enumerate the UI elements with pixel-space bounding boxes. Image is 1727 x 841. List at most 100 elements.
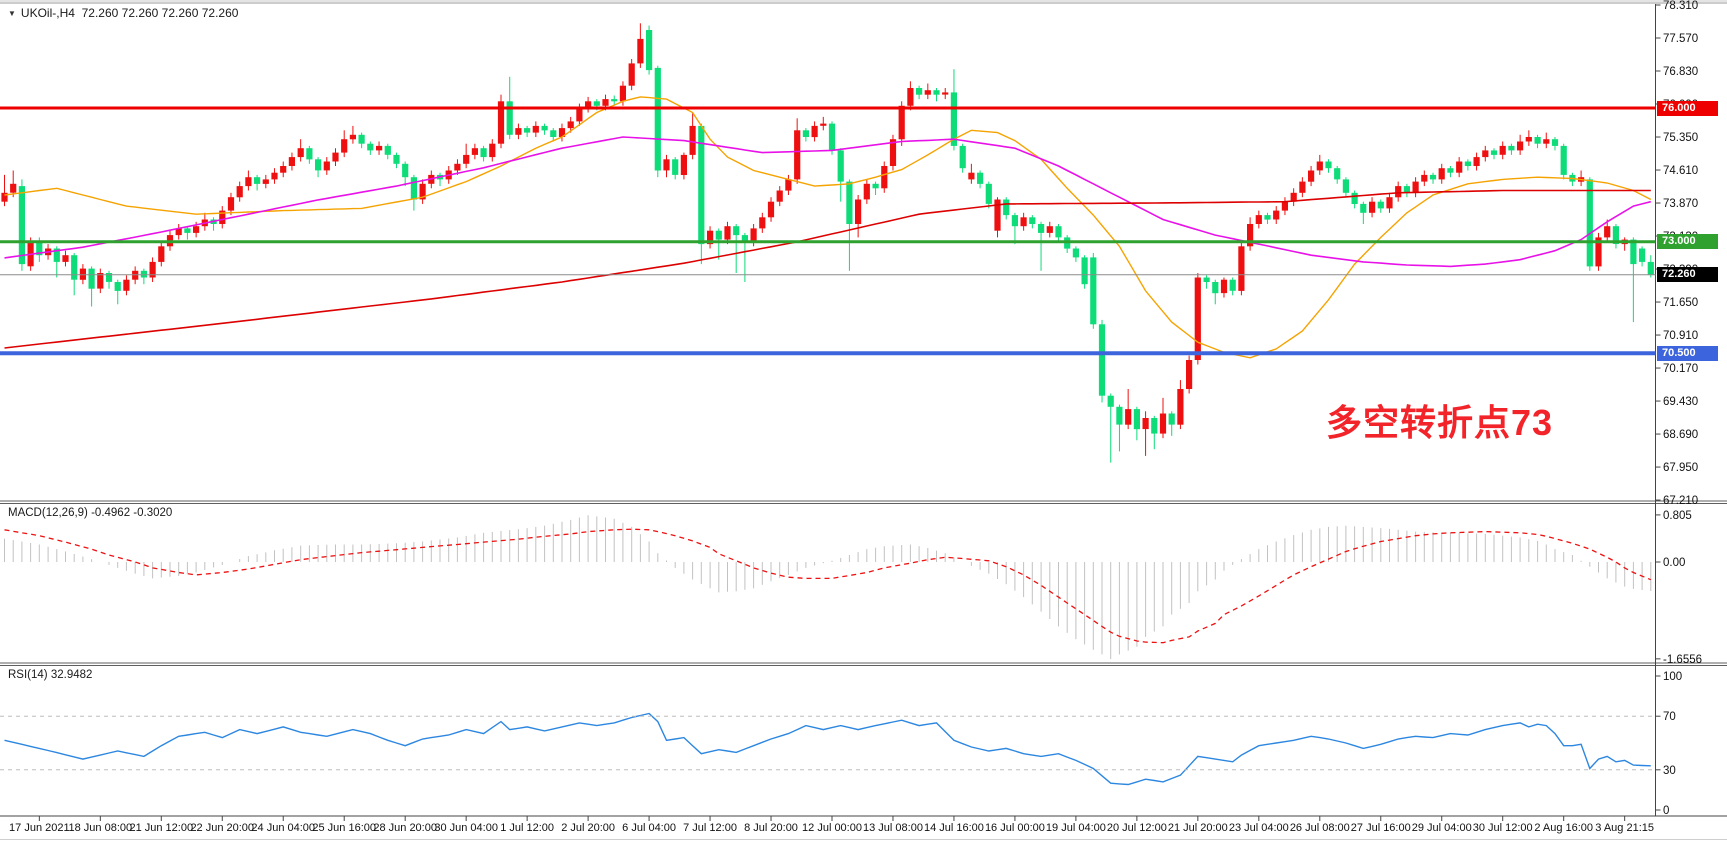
candle — [1334, 168, 1341, 180]
candle — [1473, 157, 1480, 166]
date-axis-label: 23 Jul 04:00 — [1229, 822, 1289, 834]
date-axis-label: 26 Jul 08:00 — [1290, 822, 1350, 834]
quote-values: 72.260 72.260 72.260 72.260 — [81, 6, 239, 20]
candle — [297, 148, 304, 158]
candle — [916, 88, 923, 95]
candle — [1316, 161, 1323, 171]
candle — [1159, 413, 1167, 434]
candle — [785, 179, 792, 191]
candle — [698, 125, 705, 245]
candle — [707, 230, 714, 245]
macd-panel[interactable] — [4, 515, 1652, 660]
candle — [898, 105, 905, 140]
ma-slow-red — [4, 189, 1651, 349]
candle — [1116, 406, 1123, 425]
candle — [1003, 199, 1010, 216]
main-price-panel[interactable] — [1, 23, 1654, 463]
candle — [654, 67, 661, 171]
rsi-axis-label: 0 — [1663, 805, 1669, 817]
candle — [480, 148, 487, 158]
candle — [741, 235, 748, 242]
candle — [863, 183, 870, 200]
candle — [820, 123, 827, 126]
macd-indicator-label: MACD(12,26,9) -0.4962 -0.3020 — [8, 507, 173, 519]
candle — [497, 101, 505, 144]
candle — [1255, 215, 1262, 224]
candle — [750, 228, 757, 242]
date-axis-label: 6 Jul 04:00 — [622, 822, 676, 834]
macd-values: -0.4962 -0.3020 — [91, 507, 173, 519]
candle — [767, 201, 775, 218]
candle — [1011, 215, 1018, 227]
candle — [410, 177, 417, 200]
date-axis-label: 19 Jul 04:00 — [1046, 822, 1106, 834]
candle — [384, 145, 391, 155]
candle — [977, 172, 984, 184]
candle — [1020, 217, 1027, 227]
price-axis-label: 73.870 — [1663, 198, 1698, 210]
candle — [1038, 224, 1045, 233]
date-axis-label: 21 Jun 12:00 — [129, 822, 193, 834]
candle — [524, 128, 531, 133]
candle — [1212, 282, 1219, 294]
date-axis-label: 1 Jul 12:00 — [500, 822, 554, 834]
candle — [1151, 418, 1158, 434]
price-badge-73.000: 73.000 — [1657, 234, 1718, 250]
candle — [611, 99, 618, 102]
candle — [881, 166, 888, 189]
candle — [193, 226, 200, 233]
candle — [349, 134, 356, 140]
date-axis-label: 22 Jun 20:00 — [190, 822, 254, 834]
candle — [306, 148, 313, 160]
date-axis-label: 8 Jul 20:00 — [744, 822, 798, 834]
rsi-value: 32.9482 — [50, 669, 93, 681]
candle — [602, 99, 609, 106]
price-axis-label: 69.430 — [1663, 396, 1698, 408]
date-axis-label: 17 Jun 2021 — [9, 822, 70, 834]
price-axis-label: 70.910 — [1663, 330, 1698, 342]
candle — [36, 241, 43, 256]
candle — [1604, 226, 1611, 238]
candle — [280, 166, 287, 173]
candle — [79, 268, 86, 280]
candle — [1639, 248, 1646, 262]
candle — [515, 128, 522, 135]
price-axis-label: 67.210 — [1663, 495, 1698, 507]
price-axis-label: 77.570 — [1663, 33, 1698, 45]
candle — [1482, 150, 1489, 158]
price-axis-label: 70.170 — [1663, 363, 1698, 375]
date-axis-label: 25 Jun 16:00 — [312, 822, 376, 834]
candle — [1360, 203, 1367, 213]
candle — [985, 183, 992, 204]
candle — [1046, 226, 1053, 233]
rsi-panel[interactable] — [4, 712, 1651, 786]
candle — [1517, 141, 1524, 151]
candle — [1377, 201, 1384, 209]
candle — [646, 30, 653, 71]
candle — [593, 101, 600, 106]
candle — [1055, 226, 1062, 238]
chart-annotation-text: 多空转折点73 — [1326, 402, 1554, 443]
candle — [219, 210, 226, 224]
collapse-indicator-icon[interactable]: ▼ — [8, 9, 16, 18]
candle — [1429, 174, 1437, 180]
candle — [1508, 145, 1515, 151]
candle — [1264, 215, 1271, 220]
candle — [97, 273, 104, 289]
candle — [271, 172, 278, 180]
candle — [1299, 181, 1306, 193]
candle — [471, 148, 478, 155]
rsi-line — [4, 712, 1651, 786]
symbol-period-label: UKOil-,H4 — [20, 6, 75, 20]
candle — [715, 230, 722, 240]
date-axis-label: 20 Jul 12:00 — [1107, 822, 1167, 834]
candle — [585, 101, 592, 108]
candle — [1543, 139, 1550, 144]
candle — [1072, 248, 1079, 258]
candle — [1238, 246, 1245, 291]
candle — [1386, 197, 1393, 209]
date-axis-label: 27 Jul 16:00 — [1351, 822, 1411, 834]
price-axis-label: 71.650 — [1663, 297, 1698, 309]
candle — [489, 143, 496, 158]
